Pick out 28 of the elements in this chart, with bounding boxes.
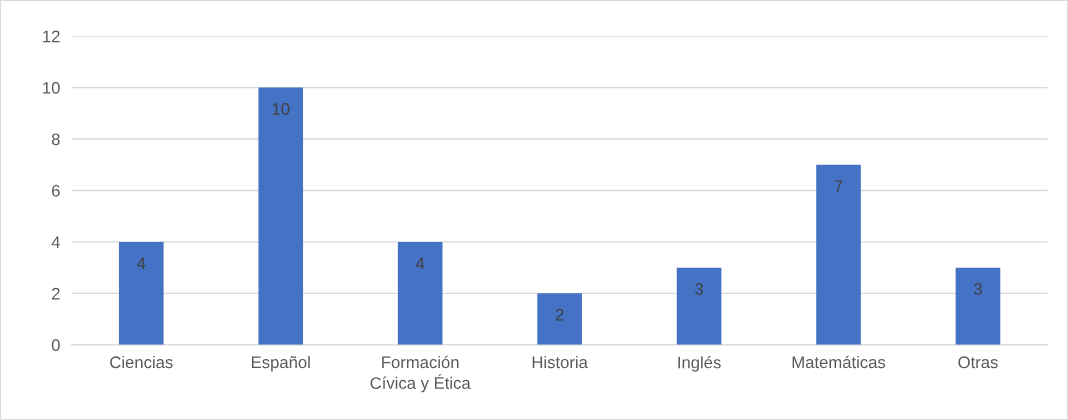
data-label: 2	[555, 308, 564, 321]
data-label: 4	[137, 257, 146, 270]
y-tick-label: 12	[43, 30, 60, 43]
y-tick-label: 4	[51, 236, 60, 248]
x-tick-label: Ciencias	[110, 355, 173, 369]
y-tick-label: 2	[52, 287, 60, 300]
bar	[816, 164, 861, 345]
bar	[258, 87, 304, 345]
x-tick-label: Inglés	[678, 355, 721, 372]
x-tick-label: Otras	[958, 356, 998, 369]
bar	[676, 267, 722, 345]
y-tick-label: 10	[43, 81, 60, 94]
x-tick-label: Formación Cívica y Ética	[370, 355, 471, 393]
x-tick-label: Español	[251, 355, 310, 372]
y-tick-label: 8	[51, 133, 60, 146]
x-tick-label: Matemáticas	[792, 355, 886, 369]
bar	[955, 267, 1001, 345]
data-label: 3	[695, 283, 703, 295]
data-label: 10	[272, 103, 290, 115]
bar	[397, 241, 443, 345]
data-label: 3	[973, 283, 982, 295]
y-tick-label: 0	[51, 339, 60, 352]
x-tick-label: Historia	[532, 355, 588, 369]
data-label: 7	[834, 180, 843, 192]
data-label: 4	[415, 257, 425, 270]
y-tick-label: 6	[52, 184, 60, 197]
bar	[537, 293, 582, 345]
bar	[118, 241, 164, 345]
